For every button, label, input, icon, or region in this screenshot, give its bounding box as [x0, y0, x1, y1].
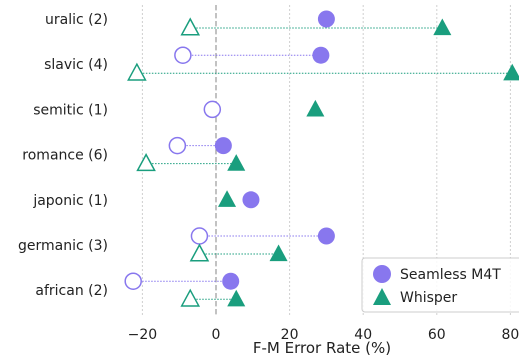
y-tick-label: japonic (1)	[32, 193, 108, 209]
y-tick-label: romance (6)	[22, 148, 108, 164]
hollow-circle-marker	[174, 46, 192, 64]
x-tick-label: 20	[281, 327, 299, 343]
hollow-triangle-marker	[127, 62, 147, 81]
hollow-triangle-marker	[136, 153, 156, 172]
hollow-triangle-marker	[180, 17, 201, 36]
hollow-circle-marker	[124, 272, 142, 290]
hollow-circle-marker	[190, 227, 209, 245]
markers	[124, 10, 519, 307]
y-tick-labels: uralic (2) slavic (4) semitic (1) romance (…	[18, 12, 108, 299]
filled-triangle-marker	[227, 154, 246, 171]
filled-triangle-marker	[269, 244, 288, 262]
x-tick-label: 40	[354, 327, 372, 343]
filled-circle-marker	[317, 227, 335, 245]
legend: Seamless M4T Whisper	[361, 257, 519, 313]
filled-circle-marker	[317, 10, 335, 28]
legend-label-seamless: Seamless M4T	[400, 267, 501, 283]
filled-circle-marker	[242, 191, 260, 209]
connector-lines	[133, 27, 513, 300]
filled-circle-marker	[214, 137, 232, 155]
legend-frame	[361, 257, 519, 313]
x-tick-label: 60	[428, 327, 446, 343]
y-tick-label: semitic (1)	[33, 102, 108, 118]
filled-triangle-marker	[227, 289, 246, 307]
hollow-triangle-marker	[180, 288, 201, 307]
filled-triangle-marker	[433, 18, 452, 36]
legend-marker-whisper	[373, 288, 391, 305]
x-tick-label: 80	[501, 327, 519, 343]
hollow-circle-marker	[203, 100, 222, 119]
filled-triangle-marker	[503, 63, 519, 81]
y-tick-label: african (2)	[35, 283, 108, 299]
x-axis-label: F-M Error Rate (%)	[253, 339, 391, 357]
y-tick-label: germanic (3)	[18, 238, 108, 254]
legend-marker-seamless	[373, 265, 391, 283]
grid-layer	[141, 5, 511, 315]
filled-triangle-marker	[218, 190, 237, 207]
y-tick-label: uralic (2)	[45, 12, 108, 28]
filled-circle-marker	[222, 272, 240, 290]
x-tick-label: −20	[128, 327, 158, 343]
y-tick-label: slavic (4)	[44, 57, 108, 73]
filled-circle-marker	[312, 46, 330, 64]
legend-label-whisper: Whisper	[400, 290, 457, 306]
x-tick-label: 0	[212, 327, 221, 343]
filled-triangle-marker	[306, 99, 325, 117]
hollow-triangle-marker	[189, 243, 210, 262]
hollow-circle-marker	[168, 136, 187, 155]
x-tick-labels: −20 0 20 40 60 80	[128, 327, 519, 343]
